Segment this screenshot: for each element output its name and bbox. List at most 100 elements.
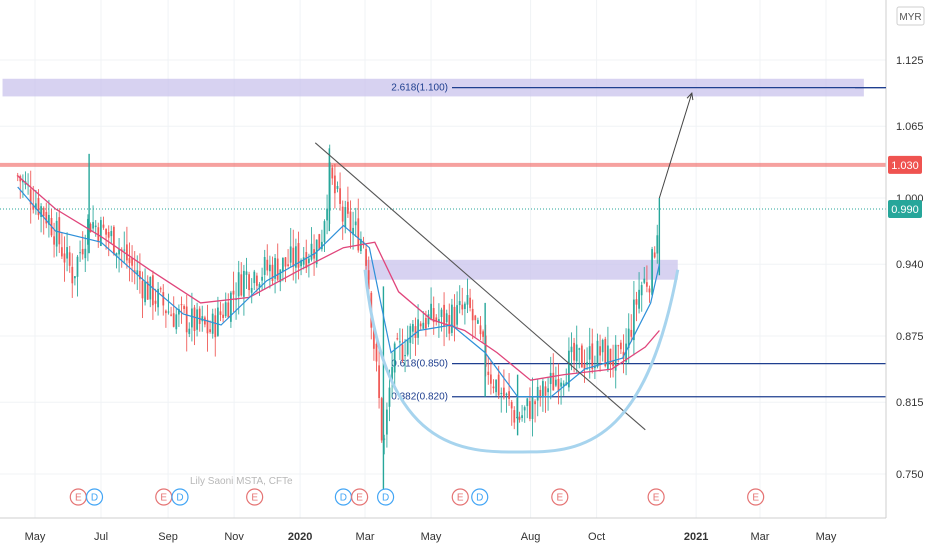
candle-body xyxy=(180,304,183,306)
last-price-badge-label: 0.990 xyxy=(891,204,919,216)
candle-body xyxy=(510,401,513,409)
time-axis[interactable]: May Jul Sep Nov 2020 Mar May Aug Oct 2021 Mar May xyxy=(0,517,886,550)
candle-body xyxy=(248,274,250,291)
candle-body xyxy=(601,340,604,353)
candle-body xyxy=(474,315,477,321)
currency-badge[interactable]: MYR xyxy=(896,6,925,26)
event-letter: E xyxy=(75,493,82,504)
currency-label: MYR xyxy=(899,12,921,23)
candle-body xyxy=(653,252,656,258)
time-tick-label: May xyxy=(816,531,837,543)
candle-body xyxy=(151,275,154,306)
candle-body xyxy=(60,247,63,257)
event-circle xyxy=(171,488,189,506)
earnings-marker[interactable]: E xyxy=(246,488,264,506)
earnings-marker[interactable]: E xyxy=(69,488,87,506)
candle-body xyxy=(292,247,295,267)
candle-body xyxy=(437,319,440,323)
earnings-marker[interactable]: E xyxy=(647,488,665,506)
candle-body xyxy=(115,253,118,257)
candle-body xyxy=(583,364,586,370)
candle-body xyxy=(518,416,521,420)
candle-body xyxy=(593,366,596,369)
candle-body xyxy=(401,344,404,360)
time-tick-label: Oct xyxy=(588,531,605,543)
candle-body xyxy=(144,281,146,303)
candle-body xyxy=(47,214,50,225)
candle-body xyxy=(645,282,648,287)
candle-body xyxy=(86,218,89,245)
moving-averages xyxy=(17,175,660,398)
candle-body xyxy=(185,306,188,333)
candle-body xyxy=(32,204,35,210)
earnings-marker[interactable]: E xyxy=(351,488,369,506)
candle-body xyxy=(398,341,401,343)
event-circle xyxy=(376,488,395,506)
candle-body xyxy=(604,338,607,367)
event-letter: E xyxy=(356,493,363,504)
watermark: Lily Saoni MSTA, CFTe xyxy=(190,476,293,487)
price-tick-label: 1.125 xyxy=(896,55,924,67)
price-axis-bg xyxy=(886,0,932,518)
candle-body xyxy=(276,258,279,280)
candle-body xyxy=(544,386,547,396)
dividend-marker[interactable]: D xyxy=(171,488,189,506)
candle-body xyxy=(289,246,292,263)
candle-body xyxy=(268,264,271,272)
candle-body xyxy=(612,360,614,367)
candle-body xyxy=(305,252,308,269)
earnings-marker[interactable]: E xyxy=(155,488,173,506)
candle-body xyxy=(378,365,380,399)
candle-body xyxy=(349,211,352,233)
candle-body xyxy=(141,280,144,299)
candle-body xyxy=(149,276,152,300)
fib-label: 0.618(0.850) xyxy=(391,359,448,370)
dividend-marker[interactable]: D xyxy=(334,488,352,506)
dividend-marker[interactable]: D xyxy=(376,488,395,506)
candle-body xyxy=(177,309,180,315)
dividend-marker[interactable]: D xyxy=(85,488,104,506)
candle-body xyxy=(40,206,42,218)
candle-body xyxy=(547,388,549,393)
dividend-marker[interactable]: D xyxy=(471,488,489,506)
candle-body xyxy=(521,415,523,419)
earnings-marker[interactable]: E xyxy=(451,488,469,506)
ma-slow-line xyxy=(17,175,660,381)
candle-body xyxy=(357,218,360,251)
event-letter: D xyxy=(340,493,347,504)
candle-body xyxy=(453,306,456,328)
candle-body xyxy=(240,274,243,296)
candle-body xyxy=(508,391,510,399)
candle-body xyxy=(619,342,622,350)
time-tick-label: 2020 xyxy=(288,531,312,543)
candle-body xyxy=(242,270,245,297)
candle-body xyxy=(388,387,391,407)
earnings-marker[interactable]: E xyxy=(551,488,569,506)
earnings-marker[interactable]: E xyxy=(747,488,765,506)
candle-body xyxy=(222,314,224,318)
candle-body xyxy=(411,324,414,332)
candle-body xyxy=(112,226,115,255)
candle-body xyxy=(502,387,505,398)
candle-body xyxy=(638,289,640,309)
candle-body xyxy=(232,290,235,295)
candle-body xyxy=(92,222,94,229)
candle-body xyxy=(255,275,258,286)
time-tick-label: May xyxy=(421,531,442,543)
candle-body xyxy=(271,264,274,281)
candle-body xyxy=(406,339,409,355)
candle-body xyxy=(599,346,601,356)
candle-body xyxy=(76,256,79,277)
candle-body xyxy=(99,220,102,247)
candle-body xyxy=(284,257,287,267)
candle-body xyxy=(500,392,503,394)
candle-body xyxy=(417,319,419,338)
candle-body xyxy=(333,175,336,194)
candle-body xyxy=(596,340,599,367)
candle-body xyxy=(206,319,209,334)
candle-body xyxy=(515,417,518,419)
candle-body xyxy=(214,315,217,338)
